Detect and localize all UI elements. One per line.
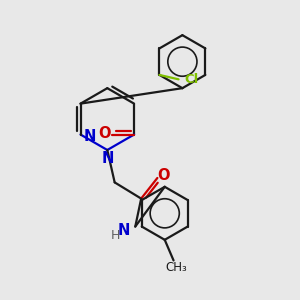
- Text: CH₃: CH₃: [166, 261, 188, 274]
- Text: H: H: [111, 229, 120, 242]
- Text: O: O: [157, 167, 169, 182]
- Text: N: N: [83, 128, 96, 143]
- Text: O: O: [98, 126, 111, 141]
- Text: Cl: Cl: [184, 73, 198, 86]
- Text: N: N: [117, 224, 130, 238]
- Text: N: N: [102, 151, 114, 166]
